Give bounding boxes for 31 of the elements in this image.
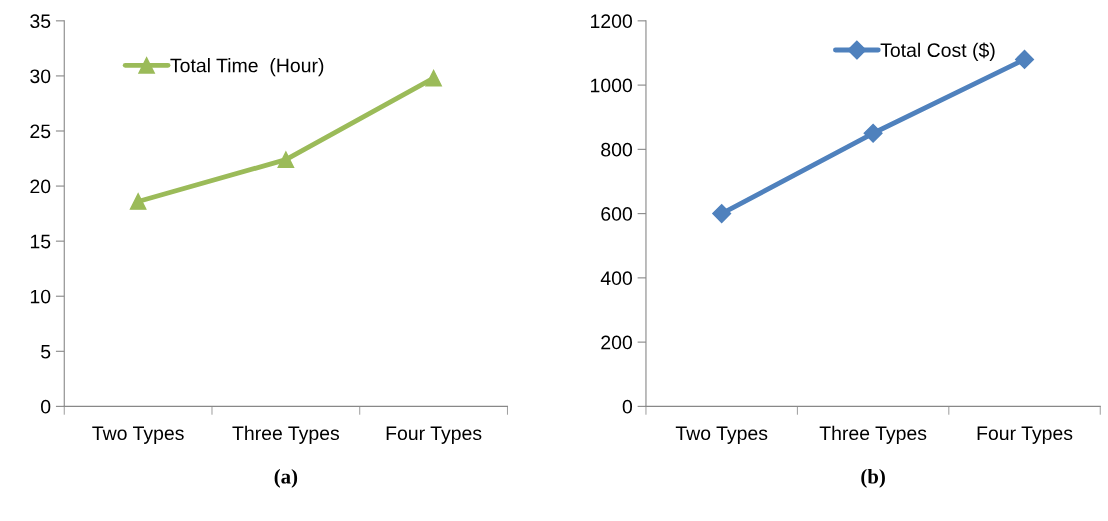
y-tick-label: 15 xyxy=(30,234,51,249)
x-tick-label: Three Types xyxy=(232,425,340,444)
y-tick-label: 1000 xyxy=(591,78,633,93)
y-tick-label: 800 xyxy=(601,142,633,157)
point xyxy=(425,69,442,87)
x-tick-label: Two Types xyxy=(675,426,768,444)
y-tick-label: 35 xyxy=(30,14,51,29)
y-tick-label: 25 xyxy=(30,124,51,139)
y-tick-label: 600 xyxy=(601,207,633,221)
y-tick-label: 0 xyxy=(622,399,633,414)
legend-label: Total Time (Hour) xyxy=(170,58,324,77)
y-tick-label: 400 xyxy=(600,271,633,286)
x-tick-label: Four Types xyxy=(977,426,1073,444)
y-tick-label: 5 xyxy=(41,344,51,359)
y-tick-label: 1200 xyxy=(591,14,633,29)
legend-label: Total Cost ($) xyxy=(880,42,995,61)
y-tick-label: 20 xyxy=(30,179,51,194)
x-tick-label: Three Types xyxy=(819,425,927,444)
y-tick-label: 30 xyxy=(30,69,51,84)
y-tick-label: 0 xyxy=(41,399,51,414)
point xyxy=(277,151,295,168)
y-tick-label: 200 xyxy=(601,335,633,350)
point xyxy=(1014,49,1035,69)
y-tick-label: 10 xyxy=(30,289,51,304)
point xyxy=(129,193,147,210)
point xyxy=(712,204,732,224)
x-tick-label: Four Types xyxy=(386,426,482,444)
x-axis-title: (b) xyxy=(861,468,885,488)
point xyxy=(863,123,883,143)
x-tick-label: Two Types xyxy=(92,426,184,444)
x-axis-title: (a) xyxy=(274,468,298,488)
